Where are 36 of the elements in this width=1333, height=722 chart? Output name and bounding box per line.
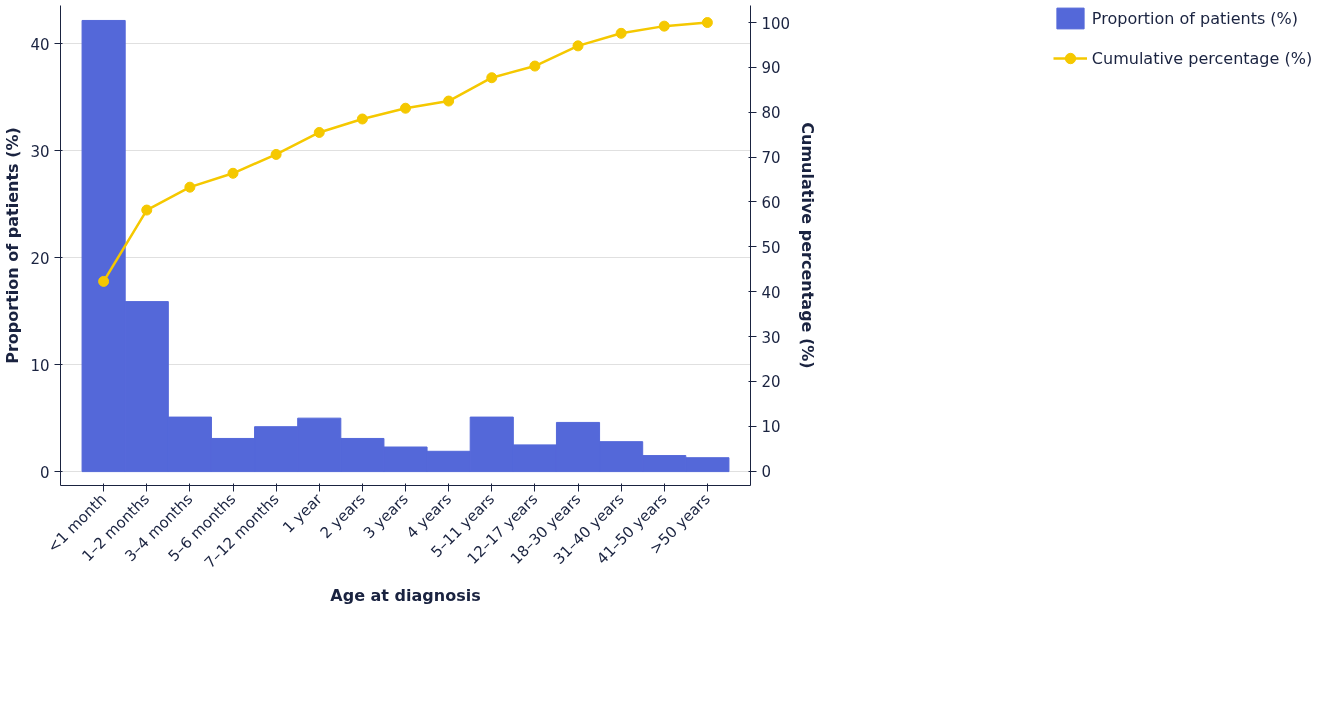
legend-label: Proportion of patients (%) <box>1091 8 1299 28</box>
y2-tick-label: 10 <box>761 418 781 437</box>
point <box>270 148 282 160</box>
y-tick-label: 20 <box>30 249 50 268</box>
point <box>227 167 239 179</box>
point <box>356 113 368 125</box>
y2-tick-label: 20 <box>761 373 781 392</box>
point <box>400 102 411 114</box>
y-tick-label: 40 <box>30 35 50 54</box>
y2-tick-label: 60 <box>761 193 781 212</box>
y2-tick-label: 90 <box>761 59 781 78</box>
point <box>701 17 713 29</box>
point <box>98 275 110 287</box>
point <box>658 20 670 32</box>
y-axis-title: Proportion of patients (%) <box>3 127 23 364</box>
y2-tick-label: 40 <box>761 283 781 302</box>
y2-tick-label: 50 <box>761 238 781 257</box>
point <box>486 72 498 84</box>
point <box>529 60 541 72</box>
point <box>572 40 584 52</box>
point <box>443 95 455 107</box>
y2-tick-label: 80 <box>761 104 781 123</box>
point <box>141 204 153 216</box>
point <box>615 27 627 39</box>
y-tick-label: 10 <box>30 356 50 375</box>
x-axis-title: Age at diagnosis <box>330 586 481 606</box>
y2-tick-label: 0 <box>761 463 772 482</box>
point <box>184 181 196 193</box>
y2-tick-label: 30 <box>761 328 781 347</box>
legend-label: Cumulative percentage (%) <box>1091 48 1313 68</box>
point <box>313 126 325 138</box>
y-tick-label: 0 <box>39 463 50 482</box>
y-tick-label: 30 <box>30 142 50 161</box>
y2-axis-title: Cumulative percentage (%) <box>798 122 818 369</box>
y2-tick-label: 100 <box>761 14 791 33</box>
y2-tick-label: 70 <box>761 149 781 168</box>
